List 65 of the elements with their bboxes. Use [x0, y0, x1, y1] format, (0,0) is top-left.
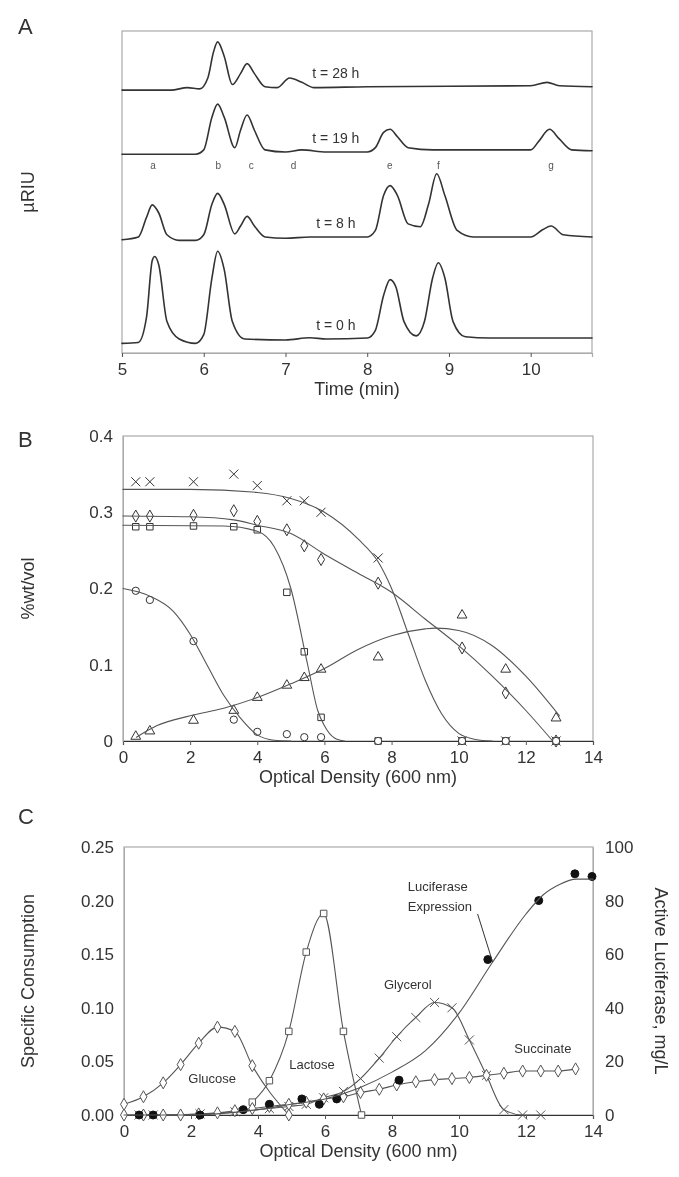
- x-tick-label: 0: [119, 1122, 130, 1142]
- y-tick-label: 0.3: [89, 503, 113, 523]
- y-tick-label: 0: [103, 731, 113, 751]
- x-tick-label: 12: [516, 748, 536, 768]
- x-tick-label: 12: [517, 1122, 536, 1142]
- x-axis-title: Time (min): [314, 379, 400, 399]
- series-label: t = 0 h: [316, 316, 356, 333]
- y2-tick-label: 60: [605, 945, 624, 965]
- y-tick-label: 0.20: [80, 891, 114, 911]
- x-tick-label: 0: [118, 748, 129, 768]
- y2-tick-label: 0: [605, 1105, 615, 1125]
- x-tick-label: 2: [186, 1122, 197, 1142]
- y-tick-label: 0.10: [80, 998, 114, 1018]
- chart-title: B: [18, 427, 33, 452]
- annotation: c: [248, 159, 254, 171]
- y-tick-label: 0.15: [80, 945, 114, 965]
- y2-axis-title: Active Luciferase, mg/L: [651, 887, 671, 1075]
- y-tick-label: 0.25: [80, 837, 114, 857]
- x-tick-label: 6: [320, 748, 330, 768]
- x-tick-label: 14: [584, 748, 603, 768]
- y-axis-title: Specific Consumption: [18, 893, 38, 1069]
- annotation: d: [290, 159, 297, 171]
- y2-tick-label: 40: [605, 998, 624, 1018]
- annotation: a: [150, 159, 157, 171]
- chart-title: C: [18, 804, 34, 829]
- x-tick-label: 4: [253, 748, 263, 768]
- x-tick-label: 14: [584, 1122, 603, 1142]
- y-axis-title: µRIU: [18, 171, 38, 213]
- x-tick-label: 10: [521, 360, 541, 380]
- x-axis-title: Optical Density (600 nm): [259, 1141, 458, 1161]
- y-axis-title: %wt/vol: [18, 557, 38, 620]
- x-tick-label: 8: [387, 748, 397, 768]
- chart-title: A: [18, 14, 33, 39]
- series-label: Succinate: [514, 1041, 572, 1057]
- series-label: t = 28 h: [312, 65, 360, 82]
- annotation: e: [387, 159, 394, 171]
- x-tick-label: 5: [117, 360, 128, 380]
- x-tick-label: 10: [450, 1122, 469, 1142]
- annotation: g: [548, 159, 554, 171]
- x-tick-label: 10: [449, 748, 469, 768]
- y-tick-label: 0.4: [89, 426, 113, 446]
- y-tick-label: 0.05: [80, 1052, 114, 1072]
- y2-tick-label: 80: [605, 891, 624, 911]
- text: Luciferase Expression: [407, 878, 473, 914]
- x-tick-label: 9: [444, 360, 455, 380]
- y-tick-label: 0.2: [89, 579, 113, 599]
- x-tick-label: 2: [185, 748, 196, 768]
- series-label: t = 19 h: [312, 130, 360, 147]
- series-label: Lactose: [289, 1057, 335, 1073]
- y2-tick-label: 20: [605, 1052, 624, 1072]
- y2-tick-label: 100: [605, 837, 634, 857]
- series-label: t = 8 h: [316, 214, 356, 231]
- x-tick-label: 8: [362, 360, 373, 380]
- x-tick-label: 8: [387, 1122, 398, 1142]
- x-tick-label: 6: [320, 1122, 331, 1142]
- x-tick-label: 4: [253, 1122, 264, 1142]
- y-tick-label: 0.00: [80, 1105, 114, 1125]
- annotation: f: [436, 159, 440, 171]
- series-label: Glycerol: [383, 976, 432, 992]
- x-tick-label: 7: [281, 360, 291, 380]
- annotation: b: [215, 159, 222, 171]
- y-tick-label: 0.1: [89, 655, 113, 675]
- series-label: Glucose: [188, 1071, 237, 1087]
- x-axis-title: Optical Density (600 nm): [258, 767, 458, 787]
- x-tick-label: 6: [199, 360, 209, 380]
